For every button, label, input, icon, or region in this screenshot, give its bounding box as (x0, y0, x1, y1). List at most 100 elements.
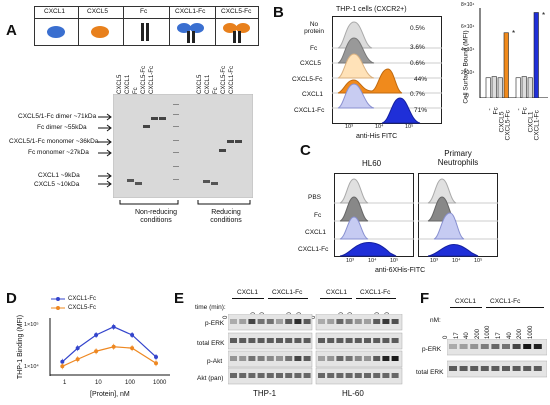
blot-band (239, 338, 247, 343)
flow-histograms-b (332, 16, 442, 124)
flow-row-label: CXCL1 (302, 91, 323, 98)
blot-band (230, 356, 237, 361)
e-blot-label: p-Akt (207, 358, 223, 365)
blot-band (248, 338, 256, 343)
bar (515, 77, 521, 98)
blot-band (364, 338, 371, 343)
protein-cartoons (47, 23, 250, 43)
blot-band (354, 356, 362, 361)
western-blots-f (447, 339, 547, 378)
flow-row-label: CXCL1 (305, 229, 326, 236)
blot-band (327, 319, 335, 324)
bar-xlabel: CXCL5-Fc (504, 110, 512, 141)
blot-band (354, 319, 362, 324)
blot-band (248, 373, 256, 378)
blot-band (248, 356, 256, 361)
blot-band (512, 344, 521, 349)
blot-band (257, 356, 265, 361)
condition-reducing: Reducing conditions (210, 209, 242, 225)
condition-nonreducing: Non-reducing conditions (134, 209, 178, 225)
e-blot-label: Akt (pan) (197, 375, 224, 382)
blot-band (285, 356, 293, 361)
blot-band (230, 338, 237, 343)
blot-band (303, 319, 311, 324)
blot-band (512, 366, 521, 371)
flow-xaxis-b: anti-His FITC (356, 133, 398, 140)
blot-band (480, 344, 489, 349)
legend-cxcl5-fc: CXCL5-Fc (221, 8, 252, 15)
flow-pct: 3.6% (410, 44, 425, 51)
flow-pct: 44% (414, 76, 428, 83)
blot-band (345, 319, 353, 324)
blot-strip (228, 350, 313, 368)
significance-star: * (542, 11, 546, 20)
flow-pct: 0.5% (410, 25, 425, 32)
blot-band (470, 366, 479, 371)
blot-band (276, 356, 283, 361)
blot-band (480, 366, 489, 371)
blot-band (276, 373, 283, 378)
flow-tick: 10³ (430, 258, 438, 264)
flow-pct: 0.7% (410, 91, 425, 98)
bar-xlabel: CXCL1-Fc (533, 110, 541, 141)
blot-band (373, 319, 381, 324)
flow-row-label: Fc (314, 212, 322, 219)
bar (533, 12, 539, 98)
blot-band (294, 338, 302, 343)
blot-band (533, 344, 542, 349)
lane-label: CXCL5-Fc (141, 65, 147, 94)
flow-tick: 10³ (345, 124, 353, 130)
data-point (111, 344, 116, 349)
data-point (60, 364, 65, 369)
blot-band (294, 373, 302, 378)
e-group-label: CXCL1 (237, 289, 258, 296)
bar (527, 77, 533, 98)
legend-cxcl5: CXCL5 (87, 8, 108, 15)
blot-band (239, 373, 247, 378)
blot-band (303, 338, 311, 343)
data-point (154, 361, 159, 366)
blot-strip (315, 314, 403, 331)
bar-ytick: 2×10⁴ (461, 70, 475, 76)
flow-tick: 10⁴ (452, 258, 461, 264)
e-group-label: CXCL1-Fc (272, 289, 303, 296)
flow-row-label: CXCL5-Fc (292, 76, 323, 83)
blot-band (391, 373, 399, 378)
legend-cxcl1: CXCL1 (44, 8, 65, 15)
flow-tick: 10⁵ (405, 124, 414, 130)
e-group-label: CXCL1 (326, 289, 347, 296)
flow-row-label: No protein (304, 21, 324, 35)
panel-letter-b: B (273, 4, 284, 21)
lane-label: CXCL1 (205, 74, 211, 94)
d-xtick: 1000 (153, 380, 167, 386)
blot-band (303, 373, 311, 378)
nm-value: 17 (453, 332, 460, 339)
legend-cxcl1-fc: CXCL1-Fc (175, 8, 206, 15)
blot-band (382, 373, 390, 378)
lane-label: Fc (133, 87, 139, 94)
blot-band (257, 319, 265, 324)
legend-series: CXCL1-Fc (68, 296, 97, 302)
d-xtick: 100 (125, 380, 136, 386)
band-arrows (98, 113, 112, 188)
blot-band (382, 319, 390, 324)
significance-star: * (512, 29, 516, 38)
cell-line-label: THP-1 (253, 389, 277, 398)
blot-band (266, 338, 274, 343)
blot-band (449, 344, 457, 349)
blot-band (266, 373, 274, 378)
blot-band (336, 319, 344, 324)
blot-band (294, 319, 302, 324)
panel-letter-e: E (174, 290, 185, 307)
blot-strip (315, 350, 403, 368)
blot-band (391, 319, 399, 324)
blot-band (523, 366, 532, 371)
lane-label: CXCL5-Fc (221, 65, 227, 94)
lane-label: CXCL1 (125, 74, 131, 94)
f-blot-label: total ERK (416, 369, 444, 376)
bar-ylabel: Cell Surface Bound (MFI) (462, 30, 470, 104)
line-chart-d (49, 318, 170, 376)
band-label-fc-monomer: Fc monomer ~27kDa (28, 149, 89, 156)
blot-band (491, 366, 500, 371)
blot-band (239, 319, 247, 324)
